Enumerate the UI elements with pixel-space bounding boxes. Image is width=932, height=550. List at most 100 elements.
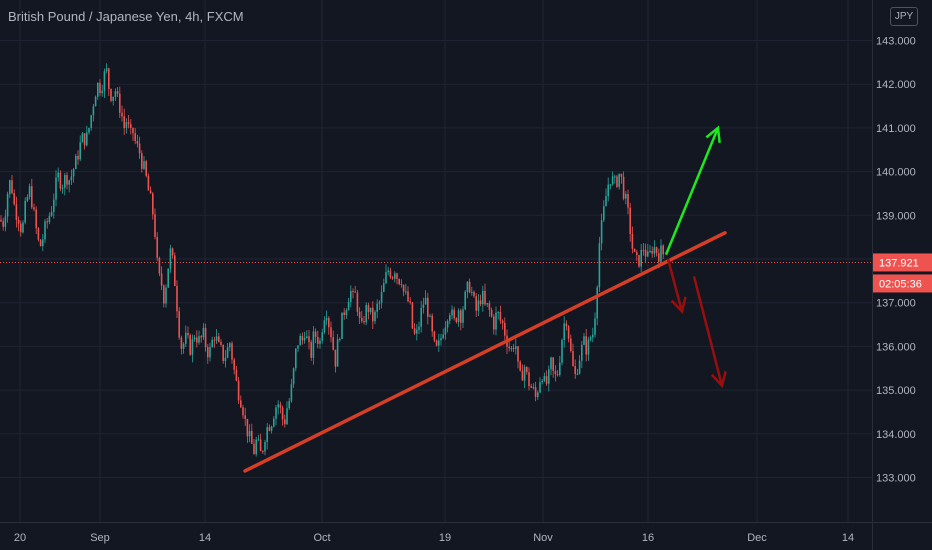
candle-body-down bbox=[123, 116, 125, 128]
candle-body-up bbox=[420, 307, 422, 327]
time-tick-label: Nov bbox=[533, 532, 553, 544]
candle-body-up bbox=[114, 91, 117, 97]
arrow-down-shaft[interactable] bbox=[666, 258, 684, 312]
candle-body-down bbox=[119, 93, 121, 113]
candle-body-down bbox=[130, 124, 132, 128]
candle-body-up bbox=[539, 382, 541, 393]
candle-body-down bbox=[116, 91, 119, 94]
candle-body-up bbox=[165, 287, 167, 304]
candle-body-up bbox=[79, 142, 81, 160]
candle-body-down bbox=[352, 290, 354, 292]
candle-body-down bbox=[2, 221, 4, 227]
candle-body-down bbox=[220, 341, 222, 345]
candle-body-down bbox=[141, 153, 143, 169]
candle-body-down bbox=[567, 326, 570, 339]
candle-body-down bbox=[180, 337, 183, 349]
candle-body-up bbox=[405, 291, 407, 293]
candle-body-down bbox=[570, 338, 572, 352]
candle-body-up bbox=[325, 318, 328, 321]
candle-body-up bbox=[578, 360, 581, 374]
candle-body-up bbox=[598, 243, 601, 288]
candle-body-up bbox=[418, 326, 420, 330]
candle-body-up bbox=[559, 362, 561, 375]
candle-body-up bbox=[297, 345, 299, 349]
candle-body-up bbox=[26, 196, 29, 201]
arrow-down-head[interactable] bbox=[670, 296, 687, 314]
candle-body-up bbox=[576, 373, 579, 375]
candle-body-down bbox=[59, 172, 62, 189]
arrow-down-head[interactable] bbox=[710, 370, 727, 389]
currency-button[interactable]: JPY bbox=[890, 7, 918, 26]
candle-body-up bbox=[339, 338, 341, 340]
candle-body-up bbox=[416, 329, 418, 334]
candle-body-down bbox=[83, 133, 86, 146]
candle-body-up bbox=[50, 211, 53, 216]
candle-body-down bbox=[435, 340, 438, 346]
candle-body-down bbox=[526, 366, 528, 373]
candle-body-up bbox=[589, 337, 592, 340]
candle-body-down bbox=[521, 370, 524, 381]
candle-body-up bbox=[649, 250, 651, 252]
candle-body-down bbox=[627, 193, 629, 208]
candle-body-down bbox=[132, 127, 134, 134]
candle-body-down bbox=[490, 309, 493, 317]
candle-body-up bbox=[290, 384, 293, 402]
candle-body-down bbox=[638, 254, 640, 267]
arrow-down-shaft[interactable] bbox=[692, 276, 724, 387]
candle-body-down bbox=[493, 316, 495, 330]
candle-body-up bbox=[299, 335, 301, 346]
candle-body-down bbox=[328, 318, 330, 328]
candle-body-up bbox=[4, 216, 7, 227]
candle-body-up bbox=[81, 133, 84, 143]
candle-body-up bbox=[466, 281, 469, 292]
price-tick-label: 136.000 bbox=[876, 341, 916, 353]
candle-body-down bbox=[244, 415, 246, 419]
candle-body-up bbox=[336, 339, 339, 367]
candle-body-up bbox=[22, 222, 24, 233]
candle-body-up bbox=[596, 287, 598, 319]
candle-body-down bbox=[427, 297, 429, 317]
candle-body-up bbox=[383, 283, 385, 292]
candle-body-down bbox=[15, 204, 18, 220]
candle-body-down bbox=[138, 143, 141, 154]
candle-body-up bbox=[587, 339, 590, 355]
candle-body-up bbox=[264, 442, 266, 452]
candle-body-down bbox=[174, 255, 176, 286]
candle-body-down bbox=[413, 328, 416, 334]
candle-body-down bbox=[136, 141, 139, 144]
arrow-up-head[interactable] bbox=[705, 125, 721, 143]
countdown-tag bbox=[873, 274, 932, 293]
candles bbox=[0, 63, 664, 457]
time-tick-label: 14 bbox=[199, 532, 211, 544]
candle-body-down bbox=[455, 318, 458, 323]
candle-body-down bbox=[616, 176, 618, 187]
candle-body-up bbox=[594, 318, 596, 335]
candle-body-up bbox=[277, 404, 279, 408]
candle-body-down bbox=[317, 336, 319, 344]
price-tick-label: 137.000 bbox=[876, 298, 916, 310]
candle-body-down bbox=[636, 251, 638, 255]
candle-body-up bbox=[70, 176, 73, 181]
candle-body-up bbox=[288, 401, 290, 409]
candle-body-down bbox=[530, 386, 532, 388]
candle-body-down bbox=[207, 347, 209, 358]
candle-body-down bbox=[156, 236, 158, 259]
candle-body-down bbox=[396, 273, 398, 279]
candle-body-up bbox=[341, 312, 343, 339]
candle-body-down bbox=[0, 219, 2, 222]
arrow-up-shaft[interactable] bbox=[664, 127, 720, 256]
candle-body-down bbox=[99, 82, 101, 94]
candle-body-down bbox=[240, 400, 242, 408]
candle-body-down bbox=[187, 332, 189, 336]
candle-body-down bbox=[363, 321, 365, 323]
support-trendline[interactable] bbox=[243, 231, 727, 473]
candle-body-down bbox=[121, 112, 123, 117]
candle-body-up bbox=[446, 320, 449, 328]
candle-body-up bbox=[345, 310, 348, 316]
candle-body-up bbox=[457, 310, 460, 323]
candle-body-down bbox=[235, 369, 238, 381]
price-tick-label: 143.000 bbox=[876, 36, 916, 48]
candle-body-down bbox=[31, 186, 33, 208]
candle-body-down bbox=[46, 221, 48, 223]
